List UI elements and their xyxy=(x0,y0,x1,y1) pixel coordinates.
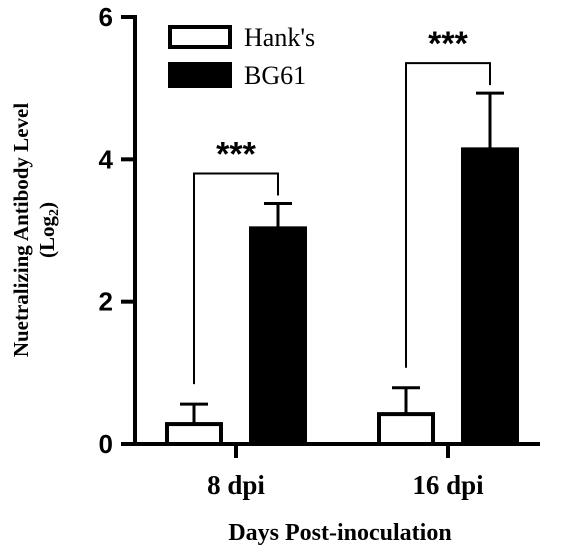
y-axis-label: Nuetralizing Antibody Level (Log2) xyxy=(9,103,62,358)
legend-label-hanks: Hank's xyxy=(244,23,315,52)
bar-hanks-0 xyxy=(165,422,223,446)
x-tick-label-1: 16 dpi xyxy=(412,470,484,500)
bar-hanks-1 xyxy=(377,412,435,446)
significance-brackets: *** *** xyxy=(193,25,491,385)
y-axis-label-line2: (Log2) xyxy=(35,202,62,258)
y-tick-label-2: 4 xyxy=(99,144,114,174)
bar-bg61-1 xyxy=(461,147,519,446)
significance-label-1: *** xyxy=(428,25,468,63)
error-bars xyxy=(180,91,504,425)
bars xyxy=(165,147,519,446)
significance-label-0: *** xyxy=(216,135,256,173)
y-tick-label-3: 6 xyxy=(99,2,113,32)
legend-label-bg61: BG61 xyxy=(244,61,306,90)
y-tick-label-0: 0 xyxy=(99,429,113,459)
x-axis-label: Days Post-inoculation xyxy=(228,520,451,546)
y-tick-label-1: 2 xyxy=(99,287,113,317)
legend: Hank's BG61 xyxy=(168,23,315,90)
significance-bracket-1 xyxy=(405,62,491,368)
y-axis-label-line1: Nuetralizing Antibody Level xyxy=(9,103,33,358)
y-axis: 0 2 4 6 xyxy=(99,2,137,459)
legend-swatch-bg61 xyxy=(168,62,232,88)
significance-bracket-0 xyxy=(193,172,279,385)
x-axis: 8 dpi 16 dpi xyxy=(133,442,540,500)
bar-bg61-0 xyxy=(249,226,307,446)
legend-swatch-hanks xyxy=(168,25,232,49)
x-tick-label-0: 8 dpi xyxy=(207,470,265,500)
